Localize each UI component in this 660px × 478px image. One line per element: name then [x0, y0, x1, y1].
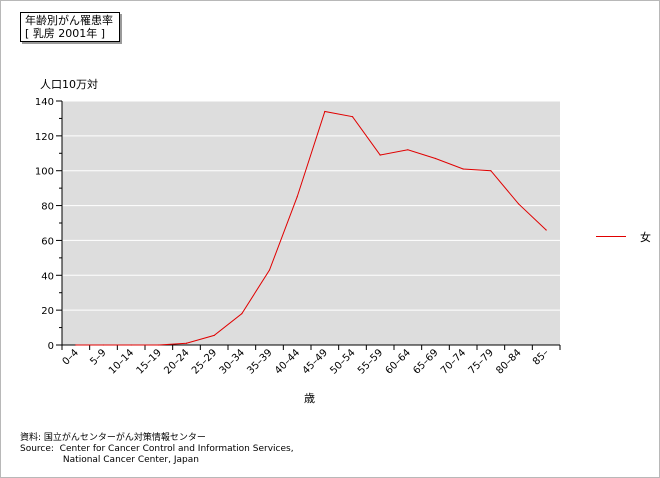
x-tick-label: 45–49	[301, 347, 330, 376]
data-point	[351, 116, 354, 118]
x-tick-label: 25–29	[190, 347, 219, 376]
y-tick-label: 0	[48, 341, 54, 352]
x-tick-label: 80–84	[494, 347, 523, 376]
y-tick-label: 140	[35, 97, 54, 108]
data-point	[407, 149, 409, 151]
series-line	[75, 110, 547, 346]
x-tick-label: 0–4	[61, 347, 81, 367]
source-line-3: National Cancer Center, Japan	[20, 455, 199, 465]
data-point	[434, 157, 437, 160]
chart-title-box: 年齢別がん罹患率 [ 乳房 2001年 ]	[20, 12, 120, 42]
y-tick-label: 40	[41, 271, 54, 282]
x-tick-label: 70–74	[439, 347, 468, 376]
x-tick-label: 15–19	[135, 347, 164, 376]
y-tick-label: 80	[41, 202, 54, 213]
x-tick-label: 65–69	[411, 347, 440, 376]
x-tick-label: 85–	[531, 347, 551, 367]
data-point	[296, 196, 298, 198]
data-point	[102, 344, 105, 346]
x-tick-label: 55–59	[356, 347, 385, 376]
plot-area	[62, 101, 560, 345]
data-point	[517, 203, 520, 205]
x-tick-label: 30–34	[218, 347, 247, 376]
source-line-2: Source: Center for Cancer Control and In…	[20, 444, 294, 454]
chart-subtitle: [ 乳房 2001年 ]	[25, 27, 106, 40]
data-point	[130, 344, 132, 346]
data-point	[185, 342, 188, 344]
x-tick-label: 75–79	[467, 347, 496, 376]
y-tick-label: 120	[35, 132, 54, 143]
y-tick-label: 20	[41, 306, 54, 317]
source-line-1: 資料: 国立がんセンターがん対策情報センター	[20, 433, 206, 443]
data-point	[324, 110, 326, 113]
data-point	[379, 154, 381, 156]
legend: 女	[594, 229, 654, 244]
data-point	[490, 170, 492, 172]
x-tick-label: 20–24	[162, 347, 191, 376]
x-tick-label: 10–14	[107, 347, 136, 376]
x-tick-label: 60–64	[384, 347, 413, 376]
legend-label: 女	[640, 231, 651, 244]
x-tick-label: 50–54	[328, 347, 357, 376]
x-tick-label: 5–9	[88, 347, 108, 367]
x-tick-label: 40–44	[273, 347, 302, 376]
data-point	[268, 269, 271, 271]
data-point	[545, 229, 547, 231]
data-point	[462, 168, 464, 170]
x-tick-label: 35–39	[245, 347, 274, 376]
y-tick-label: 100	[35, 167, 54, 178]
y-tick-label: 60	[41, 236, 54, 247]
chart-title: 年齢別がん罹患率	[25, 14, 113, 27]
data-point	[75, 344, 77, 346]
legend-swatch-line	[596, 236, 626, 237]
data-point	[241, 313, 243, 315]
x-axis-label: 歳	[304, 392, 315, 405]
y-axis-label: 人口10万対	[40, 78, 98, 91]
data-point	[158, 344, 160, 346]
data-point	[213, 334, 215, 337]
source-note: 資料: 国立がんセンターがん対策情報センター Source: Center fo…	[20, 433, 294, 466]
